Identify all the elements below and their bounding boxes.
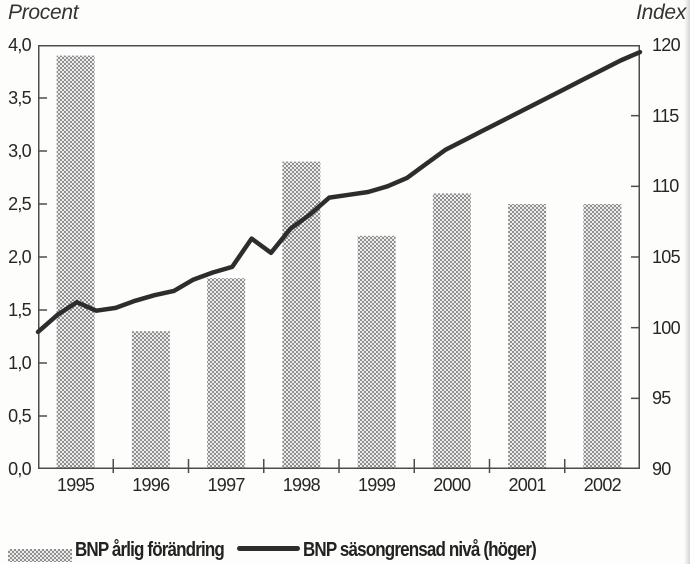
x-axis-year-label: 1998	[282, 475, 321, 495]
right-axis-tick-label: 110	[652, 176, 679, 197]
plot-frame	[38, 45, 640, 469]
bar-1995	[56, 55, 95, 469]
left-axis-tick-label: 3,5	[8, 88, 32, 108]
x-axis-year-label: 2000	[433, 475, 471, 495]
bar-2002	[583, 204, 622, 469]
x-axis-year-label: 1997	[207, 475, 246, 495]
x-axis-year-label: 1995	[57, 475, 95, 495]
right-axis-tick-label: 100	[652, 317, 681, 338]
bar-1997	[207, 278, 246, 469]
left-axis-tick-label: 1,0	[8, 353, 32, 373]
right-axis-tick-label: 90	[652, 459, 671, 479]
right-axis-tick-label: 115	[652, 105, 679, 126]
legend-line-label: BNP säsongrensad nivå (höger)	[303, 539, 537, 561]
bar-2000	[432, 193, 471, 469]
legend-bar-swatch	[8, 549, 72, 562]
x-axis-year-label: 2001	[508, 475, 547, 495]
left-axis-tick-label: 4,0	[8, 35, 32, 55]
scan-edge-shadow	[684, 0, 690, 564]
left-axis-tick-label: 2,0	[8, 247, 32, 267]
legend-line-swatch	[237, 546, 300, 551]
right-axis-title: Index	[636, 1, 686, 24]
right-axis-tick-label: 95	[652, 388, 671, 409]
left-axis-title: Procent	[8, 1, 79, 24]
line-bnp-level	[35, 49, 643, 335]
bar-2001	[508, 204, 547, 469]
left-axis-tick-label: 0,5	[8, 406, 32, 426]
right-axis-tick-label: 120	[652, 35, 681, 55]
x-axis-year-label: 1996	[132, 475, 170, 495]
bar-1996	[131, 331, 170, 469]
x-axis-year-label: 2002	[583, 475, 622, 495]
plot-area	[35, 45, 643, 473]
left-axis-tick-label: 0,0	[8, 459, 32, 479]
bar-1999	[357, 235, 396, 469]
left-axis-tick-label: 1,5	[8, 300, 32, 320]
x-axis-year-label: 1999	[358, 475, 396, 495]
right-axis-tick-label: 105	[652, 247, 681, 267]
legend-bar-label: BNP årlig förändring	[75, 539, 225, 561]
chart-canvas	[35, 45, 643, 473]
left-axis-tick-label: 2,5	[8, 194, 32, 214]
left-axis-tick-label: 3,0	[8, 141, 32, 161]
